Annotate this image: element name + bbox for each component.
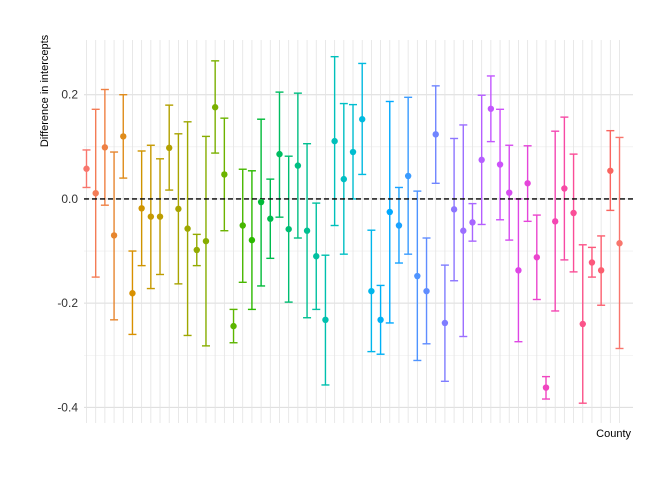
data-point <box>193 246 200 254</box>
data-point <box>515 267 522 274</box>
x-axis-title: County <box>596 428 631 440</box>
data-point <box>248 236 256 244</box>
y-axis-title: Difference in intercepts <box>39 34 51 147</box>
data-point <box>322 316 329 324</box>
data-point <box>92 190 99 197</box>
data-point <box>101 144 109 151</box>
data-point <box>110 232 118 239</box>
data-point <box>313 253 320 260</box>
data-point <box>386 208 393 216</box>
data-point <box>432 131 439 138</box>
data-point <box>303 227 311 234</box>
data-point <box>267 215 274 222</box>
data-point <box>331 137 338 145</box>
data-point <box>441 319 449 327</box>
data-point <box>359 116 366 123</box>
data-point <box>588 259 596 266</box>
data-point <box>377 316 384 324</box>
data-point <box>506 189 513 196</box>
data-point <box>460 227 467 234</box>
data-point <box>616 240 623 247</box>
data-point <box>542 384 550 391</box>
data-point <box>285 225 292 233</box>
y-axis: -0.4 -0.2 0.0 0.2 <box>57 88 78 415</box>
data-point <box>478 156 485 164</box>
data-point <box>395 222 403 229</box>
data-point <box>175 205 182 213</box>
data-point <box>597 267 605 274</box>
data-point <box>368 287 375 295</box>
data-point <box>570 209 577 217</box>
data-point <box>404 172 412 180</box>
data-point <box>469 219 476 226</box>
data-point <box>156 213 164 220</box>
data-point <box>561 185 568 192</box>
data-point <box>138 205 145 212</box>
data-point <box>414 272 421 280</box>
y-tick-label: -0.2 <box>57 296 78 310</box>
data-point <box>129 290 136 297</box>
data-point <box>221 171 228 178</box>
data-point <box>579 320 586 328</box>
data-point <box>524 180 531 187</box>
data-point <box>211 104 219 111</box>
data-point <box>166 144 173 152</box>
data-point <box>607 167 614 174</box>
data-point <box>487 105 495 112</box>
y-tick-label: -0.4 <box>57 400 78 414</box>
data-point <box>230 322 237 330</box>
data-point <box>83 165 90 172</box>
data-point <box>340 175 348 183</box>
data-point <box>239 222 246 229</box>
data-point <box>450 206 458 213</box>
data-point <box>257 198 265 206</box>
data-point <box>120 133 127 140</box>
data-point <box>349 148 357 156</box>
data-point <box>423 287 430 295</box>
data-point <box>551 218 559 225</box>
data-point <box>276 150 283 158</box>
data-point <box>496 161 504 168</box>
data-point <box>147 213 155 220</box>
y-tick-label: 0.0 <box>61 192 78 206</box>
y-tick-label: 0.2 <box>61 88 78 102</box>
grid <box>84 40 633 423</box>
data-point <box>294 162 302 169</box>
data-point <box>533 254 541 261</box>
data-point <box>184 225 191 232</box>
points <box>83 104 623 391</box>
data-point <box>202 237 210 245</box>
